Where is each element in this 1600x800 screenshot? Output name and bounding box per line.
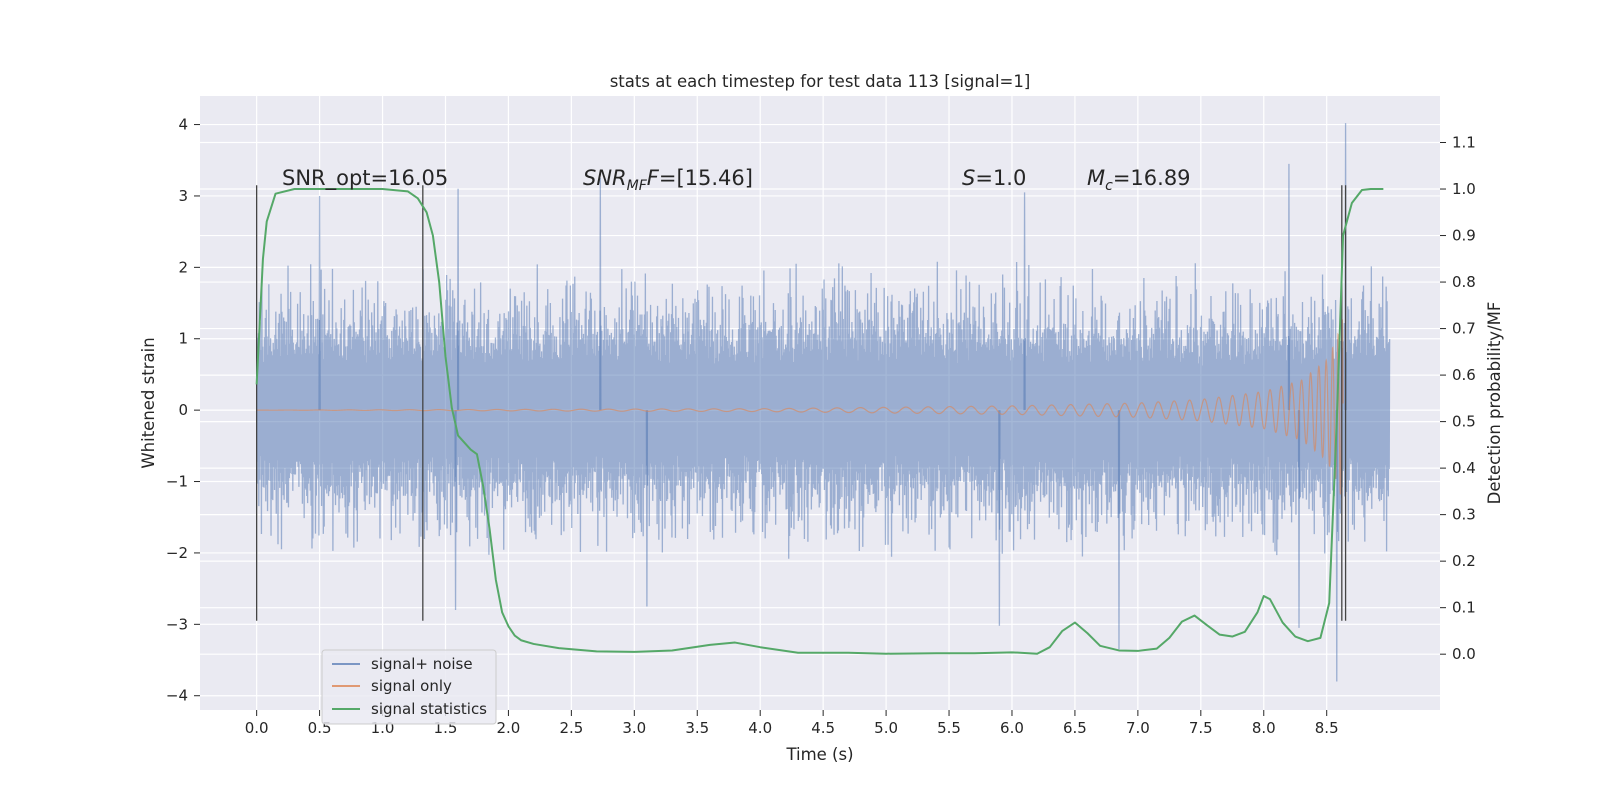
y-right-tick-label: 0.6 xyxy=(1452,366,1476,384)
y-tick-label: −2 xyxy=(166,544,188,562)
x-tick-label: 8.0 xyxy=(1252,719,1276,737)
y-right-tick-label: 0.5 xyxy=(1452,413,1476,431)
x-tick-label: 0.0 xyxy=(245,719,269,737)
legend: signal+ noise signal only signal statist… xyxy=(321,649,497,725)
annotation-snr-mf: SNRMFF=[15.46] xyxy=(583,166,753,194)
annotation-s: S=1.0 xyxy=(962,166,1026,190)
x-tick-label: 8.5 xyxy=(1315,719,1339,737)
y-tick-label: −4 xyxy=(166,687,188,705)
y-right-tick-label: 0.8 xyxy=(1452,273,1476,291)
noise-trace xyxy=(256,261,1391,559)
legend-label-signal-statistics: signal statistics xyxy=(371,700,487,718)
snr-mf-symbol: SNR xyxy=(583,166,627,190)
annotation-snr-opt: SNR_opt=16.05 xyxy=(282,166,448,191)
signal-statistics-series xyxy=(255,188,1384,655)
x-tick-label: 5.5 xyxy=(937,719,961,737)
signal-only-series xyxy=(256,319,1344,495)
x-tick-label: 2.5 xyxy=(559,719,583,737)
y-right-tick-label: 0.2 xyxy=(1452,552,1476,570)
y-right-tick-label: 0.1 xyxy=(1452,599,1476,617)
chart-title: stats at each timestep for test data 113… xyxy=(610,72,1031,91)
snr-mf-value: =[15.46] xyxy=(659,166,753,190)
x-tick-label: 7.5 xyxy=(1189,719,1213,737)
mc-subscript: c xyxy=(1105,178,1113,194)
y-right-tick-label: 0.4 xyxy=(1452,459,1476,477)
legend-label-signal-only: signal only xyxy=(371,677,452,695)
x-tick-label: 7.0 xyxy=(1126,719,1150,737)
x-tick-label: 2.0 xyxy=(496,719,520,737)
y-right-tick-label: 0.0 xyxy=(1452,645,1476,663)
signal-plus-noise-series xyxy=(256,123,1391,682)
y-axis-label: Whitened strain xyxy=(139,337,158,468)
y-tick-label: 2 xyxy=(178,258,188,276)
y-tick-label: 0 xyxy=(178,401,188,419)
y-right-tick-label: 0.7 xyxy=(1452,320,1476,338)
y-right-tick-label: 0.9 xyxy=(1452,227,1476,245)
snr-mf-subscript: MF xyxy=(627,178,648,194)
y-tick-label: 3 xyxy=(178,187,188,205)
annotation-mc: Mc=16.89 xyxy=(1087,166,1191,194)
x-tick-label: 6.0 xyxy=(1000,719,1024,737)
y-right-axis-label: Detection probability/MF xyxy=(1485,302,1504,505)
x-tick-label: 6.5 xyxy=(1063,719,1087,737)
mc-symbol: M xyxy=(1087,166,1105,190)
legend-frame xyxy=(321,649,497,725)
x-tick-label: 4.5 xyxy=(811,719,835,737)
x-axis-label: Time (s) xyxy=(785,745,853,764)
x-tick-label: 4.0 xyxy=(748,719,772,737)
y-right-tick-label: 0.3 xyxy=(1452,506,1476,524)
noise-extreme-spikes xyxy=(318,123,1347,682)
signal-chirp-trace xyxy=(256,319,1344,495)
s-symbol: S xyxy=(962,166,975,190)
axis-ticks: 0.0 0.5 1.0 1.5 2.0 2.5 3.0 3.5 4.0 4.5 5.0 5.5 6.0 6… xyxy=(166,116,1476,737)
mc-value: =16.89 xyxy=(1113,166,1191,190)
s-value: =1.0 xyxy=(975,166,1026,190)
snr-mf-f: F xyxy=(647,166,660,190)
y-tick-label: 1 xyxy=(178,330,188,348)
y-right-tick-label: 1.0 xyxy=(1452,180,1476,198)
y-tick-label: −3 xyxy=(166,615,188,633)
y-tick-label: 4 xyxy=(178,116,188,134)
x-tick-label: 3.0 xyxy=(622,719,646,737)
x-tick-label: 3.5 xyxy=(685,719,709,737)
x-tick-label: 5.0 xyxy=(874,719,898,737)
statistics-line xyxy=(255,188,1384,655)
y-right-tick-label: 1.1 xyxy=(1452,134,1476,152)
y-tick-label: −1 xyxy=(166,473,188,491)
legend-label-signal-plus-noise: signal+ noise xyxy=(371,655,473,673)
